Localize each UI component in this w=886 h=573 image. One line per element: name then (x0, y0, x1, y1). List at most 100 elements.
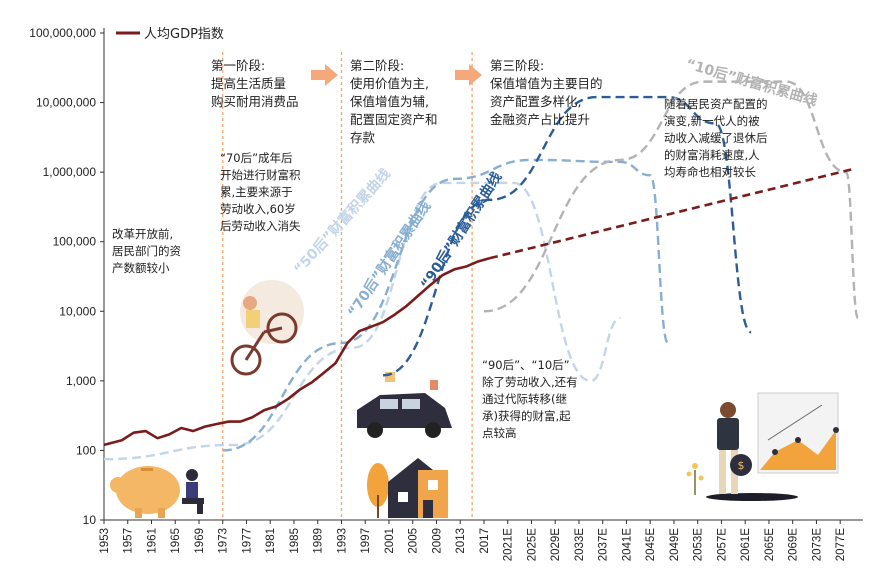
stage-3-title: 第三阶段: (490, 58, 545, 73)
x-tick-label: 2025E (526, 528, 538, 562)
stage-1-note: 第一阶段: 提高生活质量 购买耐用消费品 (211, 57, 299, 111)
x-tick-label: 1957 (123, 528, 135, 554)
gdp-series (103, 168, 853, 447)
x-tick-label: 2073E (811, 528, 823, 562)
x-tick-label: 2037E (598, 528, 610, 562)
stage-dividers (222, 52, 473, 520)
car-illustration (357, 372, 452, 438)
y-tick-label: 100,000 (53, 235, 97, 249)
nineties-note: “90后”、“10后” 除了劳动收入,还有 通过代际转移(继 承)获得的财富,起… (482, 357, 578, 442)
note-line: 产数额较小 (112, 261, 170, 275)
stage-2-line: 保值增值为辅, (350, 94, 429, 109)
y-tick-label: 10,000,000 (36, 96, 96, 110)
stage-1-line: 购买耐用消费品 (211, 94, 299, 109)
x-tick-label: 2013 (455, 528, 467, 554)
note-line: 点较高 (482, 426, 517, 440)
note-line: “70后”成年后 (220, 151, 293, 165)
x-tick-label: 1953 (99, 528, 111, 554)
x-tick-label: 2001 (384, 528, 396, 554)
x-tick-label: 1973 (218, 528, 230, 554)
stage-3-line: 金融资产占比提升 (490, 112, 591, 127)
x-tick-label: 2069E (788, 528, 800, 562)
stage-2-line: 使用价值为主, (350, 76, 429, 91)
note-line: 劳动收入,60岁 (220, 202, 296, 216)
stage-2-title: 第二阶段: (350, 58, 405, 73)
x-tick-label: 2045E (645, 528, 657, 562)
stage-2-line: 存款 (350, 130, 376, 145)
x-tick-label: 1977 (241, 528, 253, 554)
piggy-bank-illustration (110, 466, 180, 518)
gdp-forecast-line (489, 168, 853, 260)
illustrations: $ (110, 280, 839, 518)
y-tick-label: 100,000,000 (29, 26, 96, 40)
x-tick-label: 2009 (431, 528, 443, 554)
y-tick-label: 1,000 (66, 374, 96, 388)
stage-1-line: 提高生活质量 (211, 76, 287, 91)
x-tick-label: 2005 (408, 528, 420, 554)
y-tick-label: 100 (76, 443, 96, 457)
newgen-note: 随着居民资产配置的 演变,新一代人的被 动收入减缓了退休后 的财富消耗速度,人 … (664, 96, 768, 181)
x-tick-label: 1961 (146, 528, 158, 554)
x-tick-label: 1985 (289, 528, 301, 554)
stage-arrows (311, 64, 482, 86)
y-tick-label: 10 (83, 513, 97, 527)
x-tick-label: 2049E (669, 528, 681, 562)
curve-10s (483, 80, 860, 320)
note-line: 居民部门的资 (112, 244, 181, 258)
note-line: 演变,新一代人的被 (664, 114, 760, 128)
note-line: 随着居民资产配置的 (664, 97, 768, 111)
house-illustration (367, 458, 448, 518)
stage-1-title: 第一阶段: (211, 58, 266, 73)
note-line: 通过代际转移(继 (482, 392, 567, 406)
x-tick-label: 2065E (764, 528, 776, 562)
x-tick-label: 2017 (479, 528, 491, 554)
x-tick-label: 2041E (621, 528, 633, 562)
curve-90s (382, 95, 752, 377)
note-line: 累,主要来源于 (220, 185, 293, 199)
legend-label: 人均GDP指数 (144, 27, 224, 42)
note-line: 开始进行财富积 (220, 168, 301, 182)
note-line: 均寿命也相对较长 (664, 165, 756, 179)
curve-70s (222, 158, 670, 452)
note-line: 承)获得的财富,起 (482, 409, 571, 423)
y-tick-label: 1,000,000 (43, 165, 97, 179)
note-line: 动收入减缓了退休后 (664, 131, 768, 145)
stage-3-line: 资产配置多样化, (490, 94, 582, 109)
x-tick-label: 2061E (740, 528, 752, 562)
person-sitting-illustration (182, 469, 204, 514)
flower-decor (686, 463, 704, 495)
x-tick-label: 2021E (503, 528, 515, 562)
stage-arrow-2 (455, 64, 482, 86)
x-tick-label: 1989 (313, 528, 325, 554)
stage-3-line: 保值增值为主要目的 (490, 76, 603, 91)
note-line: 除了劳动收入,还有 (482, 375, 578, 389)
x-tick-label: 1981 (265, 528, 277, 554)
note-line: “90后”、“10后” (482, 358, 570, 372)
note-line: 的财富消耗速度,人 (664, 148, 760, 162)
stage-arrow-1 (311, 64, 338, 86)
axes: 10 100 1,000 10,000 100,000 1,000,000 10,000,0… (29, 26, 863, 561)
stage-2-line: 配置固定资产和 (350, 112, 438, 127)
seventies-note: “70后”成年后 开始进行财富积 累,主要来源于 劳动收入,60岁 后劳动收入消… (220, 150, 301, 235)
stage-3-note: 第三阶段: 保值增值为主要目的 资产配置多样化, 金融资产占比提升 (490, 57, 603, 129)
legend: 人均GDP指数 (116, 27, 224, 42)
note-line: 改革开放前, (112, 227, 174, 241)
x-tick-label: 1997 (360, 528, 372, 554)
note-line: 后劳动收入消失 (220, 219, 301, 233)
pre-reform-note: 改革开放前, 居民部门的资 产数额较小 (112, 226, 181, 277)
x-tick-label: 2029E (550, 528, 562, 562)
gdp-actual-line (103, 256, 491, 447)
x-tick-label: 1969 (194, 528, 206, 554)
curve-50s (103, 181, 621, 461)
stage-2-note: 第二阶段: 使用价值为主, 保值增值为辅, 配置固定资产和 存款 (350, 57, 438, 147)
investor-illustration: $ (686, 392, 839, 501)
x-tick-label: 1993 (336, 528, 348, 554)
wealth-curves (103, 80, 860, 461)
x-tick-label: 2033E (574, 528, 586, 562)
x-tick-label: 1965 (170, 528, 182, 554)
svg-text:$: $ (738, 459, 745, 472)
x-tick-label: 2077E (835, 528, 847, 562)
cyclist-illustration (230, 280, 304, 376)
y-tick-label: 10,000 (59, 304, 96, 318)
